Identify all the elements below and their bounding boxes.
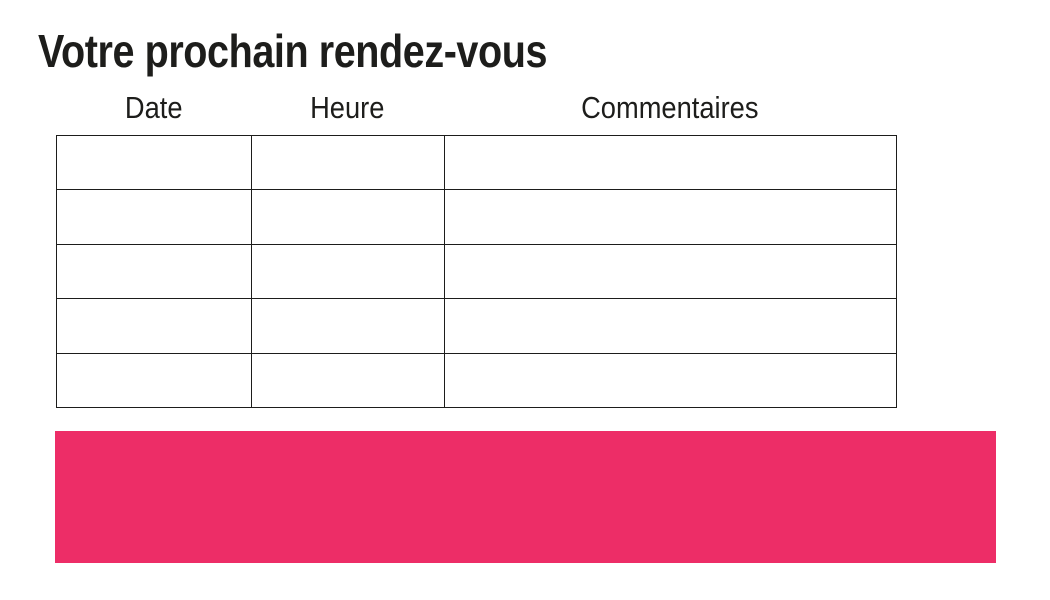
table-cell (444, 189, 897, 245)
table-cell (251, 298, 445, 354)
table-cell (444, 352, 897, 408)
table-row (56, 189, 897, 245)
table-row (56, 134, 897, 191)
table-cell (251, 352, 445, 408)
table-row (56, 298, 897, 354)
appointments-table-body (56, 134, 897, 408)
table-row (56, 352, 897, 408)
table-column-headers: Date Heure Commentaires (56, 90, 896, 126)
table-cell (56, 298, 252, 354)
column-header-date-label: Date (124, 90, 183, 125)
table-cell (444, 298, 897, 354)
table-cell (251, 134, 445, 191)
table-cell (56, 243, 252, 300)
appointments-table (56, 134, 897, 408)
column-header-commentaires: Commentaires (444, 90, 896, 126)
table-row (56, 243, 897, 300)
table-cell (444, 134, 897, 191)
column-header-date: Date (56, 90, 251, 126)
table-cell (444, 243, 897, 300)
table-cell (56, 189, 252, 245)
table-cell (56, 352, 252, 408)
column-header-heure-label: Heure (310, 90, 385, 125)
highlight-banner (55, 431, 996, 563)
table-cell (251, 189, 445, 245)
column-header-heure: Heure (251, 90, 444, 126)
table-cell (251, 243, 445, 300)
column-header-commentaires-label: Commentaires (581, 90, 759, 125)
page-title: Votre prochain rendez-vous (38, 25, 548, 77)
table-cell (56, 134, 252, 191)
